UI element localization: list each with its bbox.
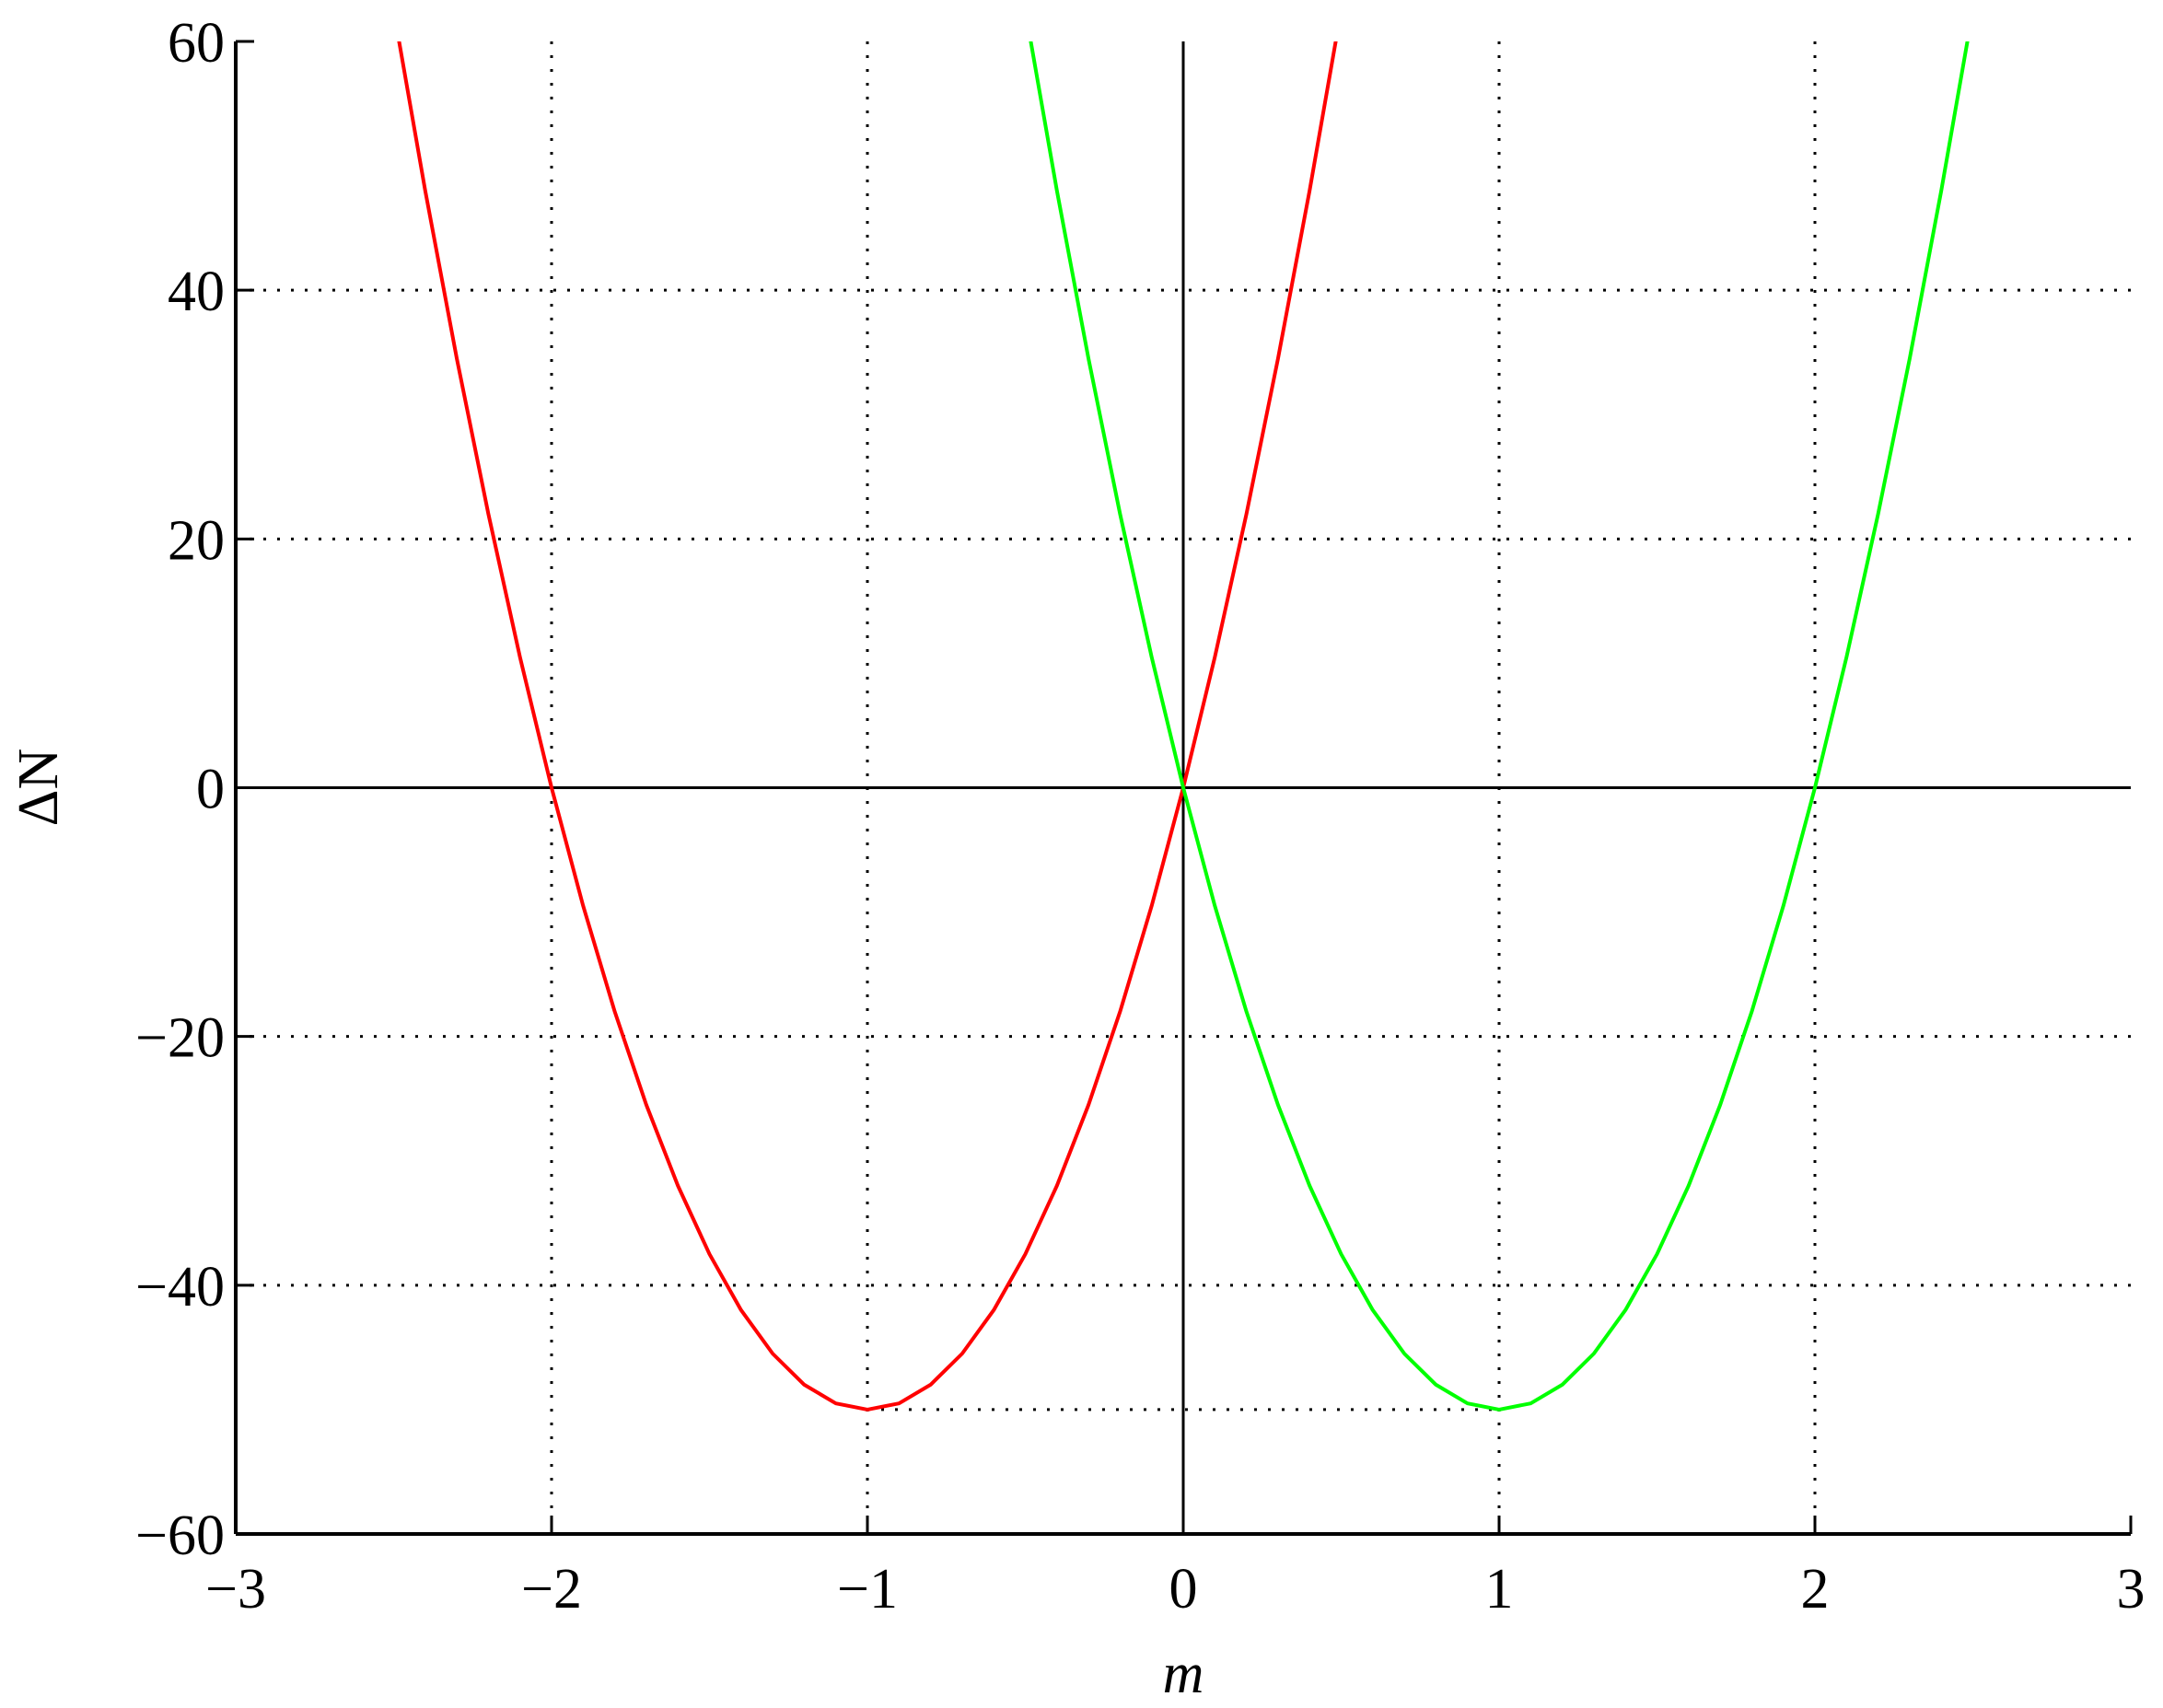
x-tick-label: −2 bbox=[521, 1558, 582, 1621]
y-tick-label: 40 bbox=[168, 261, 225, 323]
y-tick-label: 0 bbox=[196, 759, 225, 821]
y-tick-label: 20 bbox=[168, 509, 225, 572]
series-line-0 bbox=[397, 41, 1338, 1412]
x-tick-label: 2 bbox=[1801, 1558, 1830, 1621]
x-tick-label: −1 bbox=[837, 1558, 898, 1621]
x-tick-label: 3 bbox=[2117, 1558, 2146, 1621]
y-tick-label: −20 bbox=[135, 1007, 225, 1070]
x-tick-label: 1 bbox=[1485, 1558, 1514, 1621]
x-tick-label: −3 bbox=[205, 1558, 266, 1621]
y-tick-label: 60 bbox=[168, 12, 225, 75]
series-line-1 bbox=[1029, 41, 1970, 1412]
tick-labels: −3 −2 −1 0 1 2 3 −60 −40 −20 0 20 40 60 bbox=[135, 12, 2145, 1621]
x-axis-label: m bbox=[1163, 1643, 1204, 1705]
y-tick-label: −40 bbox=[135, 1256, 225, 1319]
y-tick-label: −60 bbox=[135, 1505, 225, 1567]
x-tick-label: 0 bbox=[1169, 1558, 1198, 1621]
y-axis-label: ΔN bbox=[7, 749, 70, 827]
axes bbox=[234, 40, 2133, 1536]
series-group bbox=[397, 41, 1970, 1412]
